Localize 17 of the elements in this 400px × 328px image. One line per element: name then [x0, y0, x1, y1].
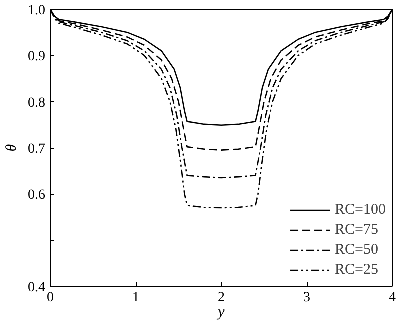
legend-label: RC=50	[335, 242, 378, 258]
x-axis-title: y	[216, 304, 226, 320]
x-tick-label: 4	[389, 290, 396, 306]
y-tick-label: 0.9	[28, 50, 46, 65]
x-tick-label: 2	[218, 290, 225, 306]
legend-label: RC=100	[335, 202, 386, 218]
x-tick-label: 0	[47, 290, 54, 306]
y-axis-title: θ	[4, 144, 20, 152]
legend-label: RC=25	[335, 262, 378, 278]
x-tick-label: 3	[304, 290, 310, 306]
y-tick-label: 0.6	[28, 188, 46, 204]
y-tick-label: 0.4	[28, 280, 46, 296]
y-tick-label: 1.0	[28, 4, 46, 18]
x-tick-label: 1	[132, 290, 140, 306]
legend-label: RC=75	[335, 222, 378, 238]
y-tick-label: 0.7	[28, 142, 46, 157]
y-tick-label: 0.8	[28, 96, 46, 111]
